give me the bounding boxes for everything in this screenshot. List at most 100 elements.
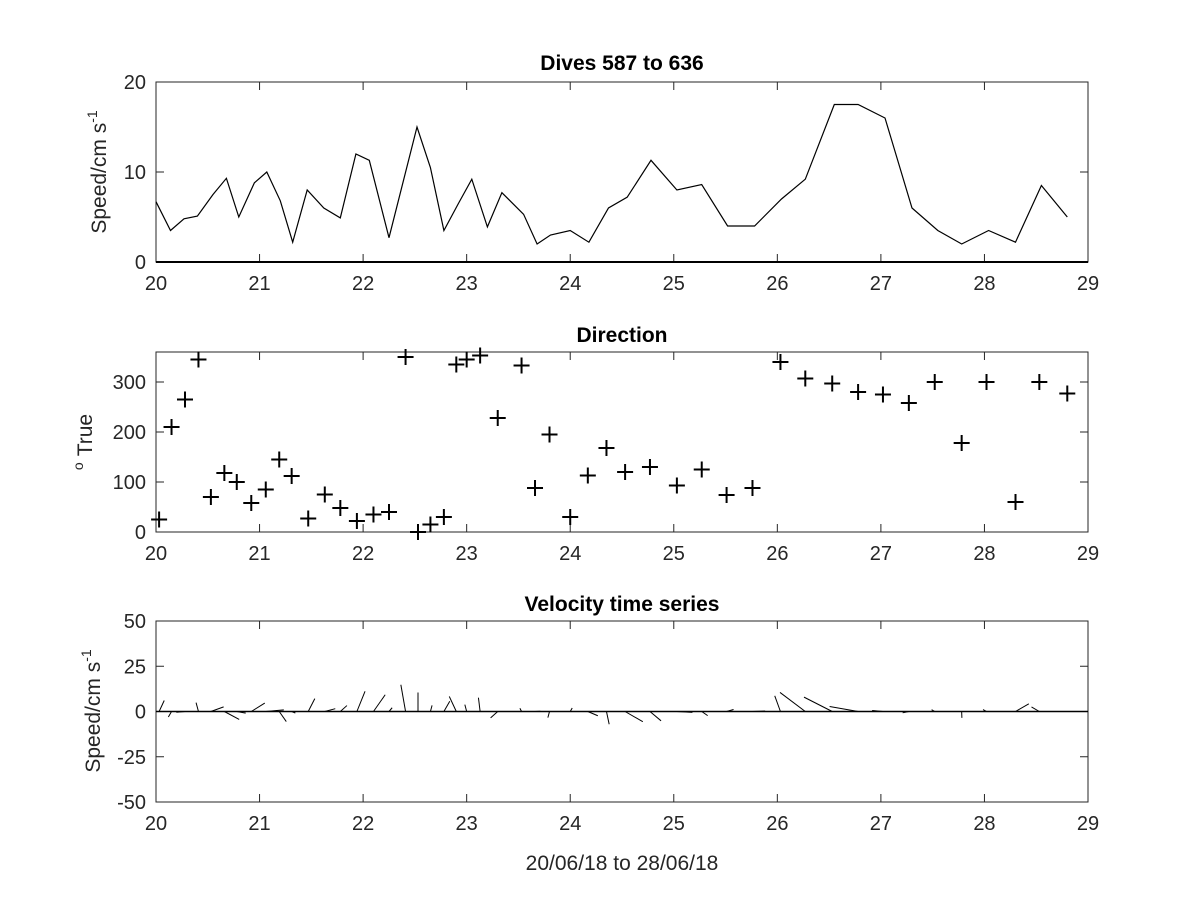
velocity-stick	[158, 700, 165, 712]
velocity-stick	[448, 696, 457, 712]
direction-point	[176, 391, 193, 408]
velocity-stick	[236, 711, 246, 714]
direction-point	[953, 435, 970, 451]
velocity-y-tick-label: -50	[117, 792, 146, 814]
velocity-stick	[829, 705, 859, 712]
direction-point	[641, 459, 658, 475]
velocity-y-tick-label: 25	[124, 656, 146, 678]
direction-point	[874, 386, 891, 403]
velocity-stick	[291, 711, 296, 714]
velocity-stick	[224, 711, 240, 720]
velocity-stick	[701, 711, 708, 717]
direction-point	[271, 451, 288, 468]
direction-x-tick-label: 20	[145, 543, 167, 565]
velocity-stick	[356, 691, 366, 712]
speed-plot-area	[155, 81, 1089, 263]
speed-x-tick-label: 26	[766, 273, 788, 295]
direction-point	[668, 477, 685, 494]
velocity-stick	[490, 711, 499, 719]
direction-point	[283, 468, 300, 484]
speed-x-tick-label: 24	[559, 273, 581, 295]
velocity-stick	[519, 708, 522, 712]
velocity-y-tick-label: 0	[135, 702, 146, 724]
velocity-stick	[373, 694, 386, 712]
speed-x-tick-label: 22	[352, 273, 374, 295]
velocity-x-tick-label: 29	[1077, 813, 1099, 835]
velocity-x-tick-label: 20	[145, 813, 167, 835]
direction-x-tick-label: 27	[870, 543, 892, 565]
direction-point	[562, 509, 579, 525]
velocity-x-tick-label: 24	[559, 813, 581, 835]
velocity-stick	[278, 711, 287, 722]
direction-point	[978, 374, 995, 390]
direction-point	[1007, 494, 1024, 510]
velocity-stick	[982, 709, 987, 712]
speed-panel: Dives 587 to 636 20 21 22 23 24 25 26 27 28 29 0 10…	[84, 52, 1099, 295]
speed-y-tick-label: 0	[135, 252, 146, 274]
direction-point	[513, 357, 530, 374]
velocity-stick	[167, 711, 172, 718]
speed-ticks: 20 21 22 23 24 25 26 27 28 29 0 10 20	[124, 72, 1099, 295]
velocity-stick	[265, 709, 284, 712]
direction-point	[744, 480, 761, 496]
direction-point	[824, 375, 841, 392]
speed-x-tick-label: 21	[248, 273, 270, 295]
velocity-stick	[803, 696, 833, 712]
direction-point	[718, 487, 735, 503]
velocity-stick	[176, 711, 186, 713]
speed-x-tick-label: 29	[1077, 273, 1099, 295]
velocity-panel-title: Velocity time series	[525, 593, 720, 616]
speed-line	[155, 103, 1068, 245]
velocity-stick	[251, 702, 266, 712]
direction-y-axis-label: oTrue	[70, 414, 97, 470]
direction-point	[332, 500, 349, 516]
speed-panel-title: Dives 587 to 636	[540, 52, 703, 75]
direction-point	[163, 419, 180, 435]
direction-point	[926, 374, 943, 390]
velocity-stick	[779, 692, 806, 712]
direction-point	[300, 510, 317, 527]
direction-point	[850, 384, 867, 400]
direction-y-tick-label: 300	[113, 372, 146, 394]
velocity-stick	[605, 711, 610, 725]
direction-point	[435, 509, 452, 525]
speed-series	[155, 103, 1088, 263]
direction-y-tick-label: 100	[113, 472, 146, 494]
velocity-x-tick-label: 23	[456, 813, 478, 835]
velocity-y-tick-label: 50	[124, 611, 146, 633]
direction-point	[617, 464, 634, 480]
velocity-x-tick-label: 25	[663, 813, 685, 835]
speed-x-tick-label: 28	[973, 273, 995, 295]
direction-point	[541, 426, 558, 443]
direction-y-tick-label: 0	[135, 522, 146, 544]
direction-point	[527, 480, 544, 496]
direction-point	[409, 524, 426, 540]
direction-panel: Direction 20 21 22 23 24 25 26 27 28 29 0 100 200 300…	[70, 324, 1099, 565]
velocity-stick	[388, 707, 393, 712]
direction-point	[797, 370, 814, 387]
velocity-stick	[587, 711, 599, 717]
direction-point	[1031, 374, 1048, 390]
velocity-stick	[569, 707, 573, 712]
direction-point	[598, 440, 615, 456]
direction-point	[422, 516, 439, 533]
velocity-stick	[464, 704, 468, 712]
direction-x-tick-label: 23	[456, 543, 478, 565]
direction-y-tick-label: 200	[113, 422, 146, 444]
velocity-stick	[477, 697, 481, 712]
direction-x-tick-label: 21	[248, 543, 270, 565]
direction-point	[579, 467, 596, 484]
velocity-x-tick-label: 26	[766, 813, 788, 835]
direction-point	[348, 513, 365, 529]
direction-series	[151, 347, 1076, 540]
direction-x-tick-label: 22	[352, 543, 374, 565]
direction-point	[693, 461, 710, 478]
velocity-stick	[676, 711, 693, 713]
velocity-x-axis-label: 20/06/18 to 28/06/18	[526, 852, 719, 875]
velocity-stick	[400, 684, 407, 712]
velocity-stick	[307, 698, 316, 712]
direction-point	[316, 486, 333, 503]
direction-panel-title: Direction	[576, 324, 667, 347]
velocity-stick	[774, 695, 781, 712]
